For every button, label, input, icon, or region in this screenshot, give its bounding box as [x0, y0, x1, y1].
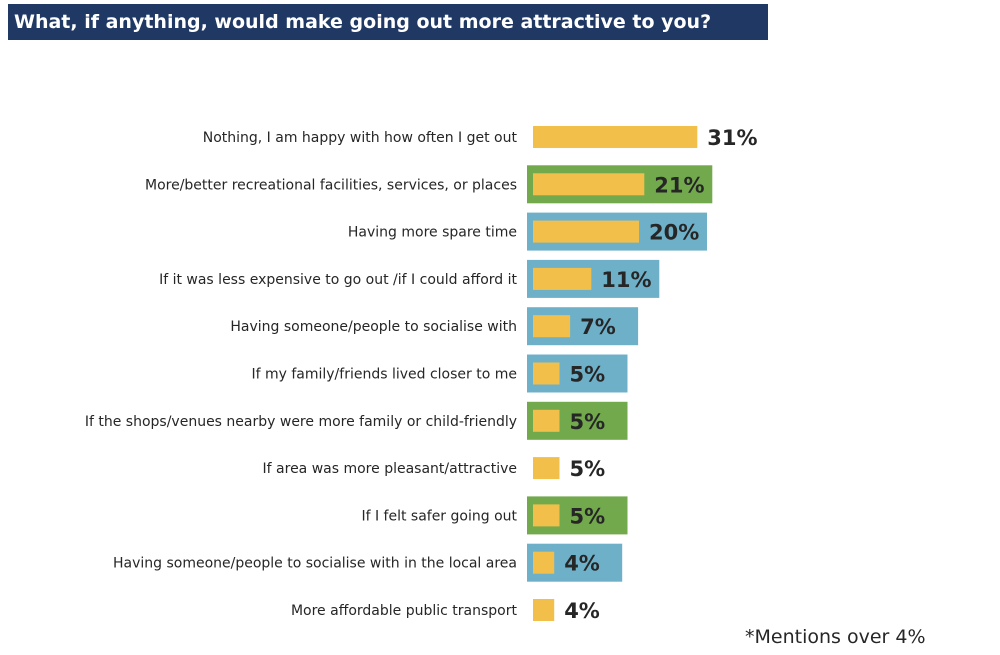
value-label: 31%: [707, 126, 757, 150]
bar: [533, 220, 639, 243]
value-label: 5%: [570, 457, 606, 481]
value-label: 5%: [570, 410, 606, 434]
category-label: If the shops/venues nearby were more fam…: [85, 414, 517, 430]
value-label: 21%: [654, 173, 704, 197]
summary-personal-label: Changes to personal circumstances: [886, 278, 992, 325]
value-label: 4%: [564, 599, 600, 623]
category-label: If I felt safer going out: [361, 508, 517, 524]
summary-local-label: Changes to the local area: [883, 381, 995, 412]
category-label: If area was more pleasant/attractive: [263, 461, 517, 477]
chart-title: What, if anything, would make going out …: [8, 4, 768, 40]
category-label: Nothing, I am happy with how often I get…: [203, 130, 518, 146]
bar: [533, 504, 560, 527]
bar: [533, 315, 571, 338]
bar: [533, 409, 560, 432]
bar: [533, 457, 560, 480]
category-label: Having someone/people to socialise with: [230, 319, 517, 335]
value-label: 11%: [601, 268, 651, 292]
value-label: 7%: [580, 315, 616, 339]
bar: [533, 362, 560, 385]
summary-local-box: 29% Changes to the local area: [769, 357, 999, 437]
bar: [533, 267, 592, 290]
category-label: More/better recreational facilities, ser…: [145, 177, 517, 193]
category-label: More affordable public transport: [291, 603, 518, 619]
footnote: *Mentions over 4%: [745, 626, 926, 648]
value-label: 4%: [564, 552, 600, 576]
summary-personal-pct: 39%: [785, 280, 876, 324]
summary-local-pct: 29%: [785, 375, 876, 419]
bar: [533, 173, 645, 196]
category-label: If it was less expensive to go out /if I…: [159, 272, 517, 288]
value-label: 20%: [649, 221, 699, 245]
category-label: Having someone/people to socialise with …: [113, 556, 517, 572]
summary-personal-box: 39% Changes to personal circumstances: [769, 262, 999, 342]
category-label: Having more spare time: [348, 225, 517, 241]
category-label: If my family/friends lived closer to me: [251, 367, 517, 383]
bar: [533, 599, 555, 621]
value-label: 5%: [570, 504, 606, 528]
bar: [533, 126, 698, 148]
value-label: 5%: [570, 363, 606, 387]
bar: [533, 551, 555, 574]
